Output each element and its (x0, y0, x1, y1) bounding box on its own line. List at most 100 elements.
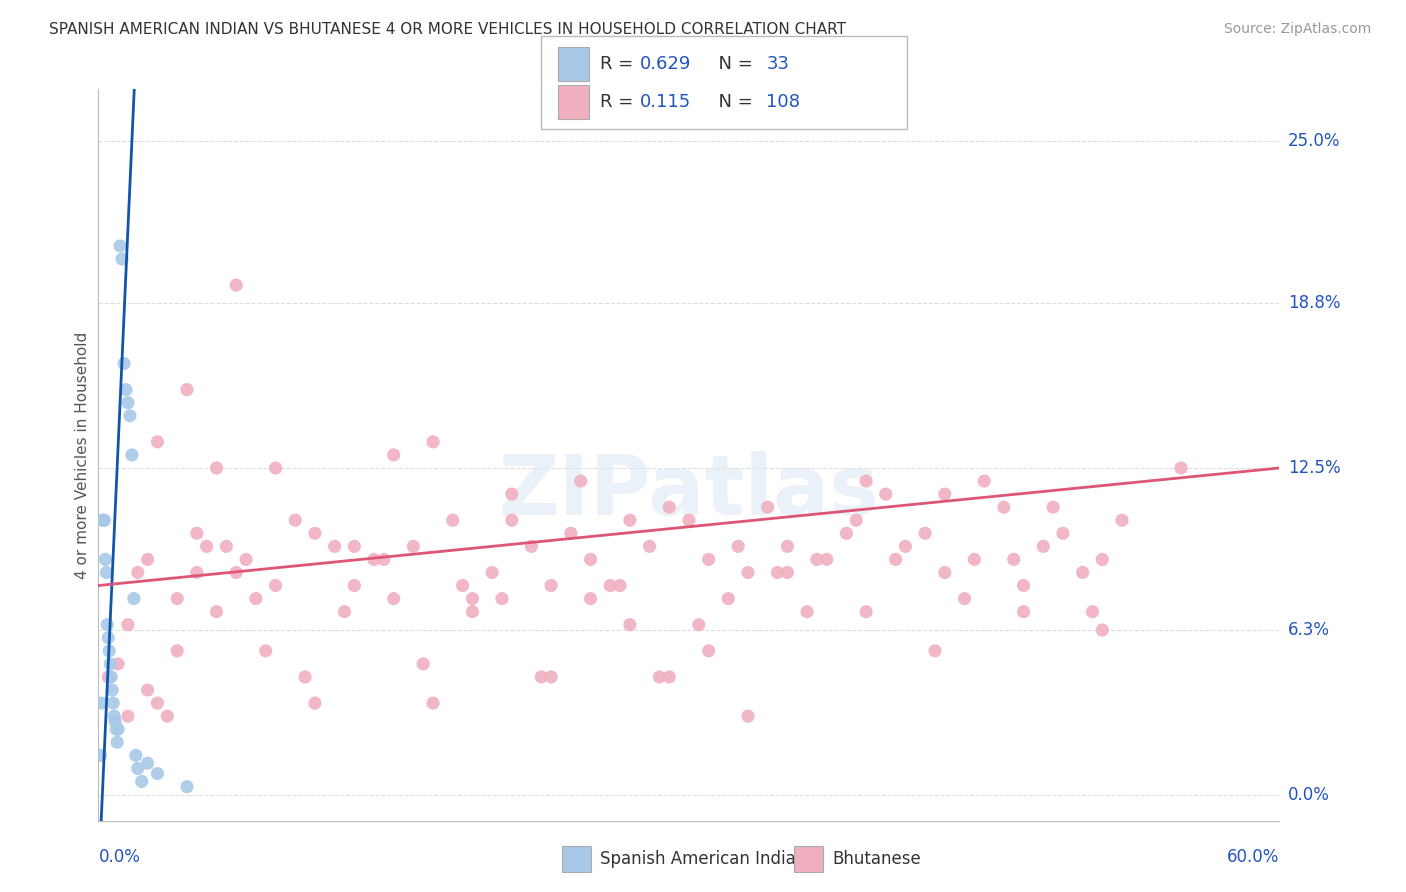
Point (1081, 605, 1104, 619)
Point (678, 513, 700, 527)
Point (98, 644, 121, 658)
Point (481, 566, 503, 580)
Point (225, 566, 247, 580)
Point (125, 748, 148, 763)
Point (205, 461, 228, 475)
Point (1002, 552, 1025, 566)
Point (1012, 605, 1035, 619)
Point (97, 631, 120, 645)
Point (127, 761, 149, 775)
Point (540, 670, 562, 684)
Point (412, 657, 434, 671)
Point (131, 774, 153, 789)
Point (766, 566, 789, 580)
Point (648, 670, 671, 684)
Point (264, 578, 287, 592)
Point (914, 526, 936, 541)
Point (402, 539, 425, 553)
Point (186, 566, 208, 580)
Point (884, 552, 907, 566)
Text: 108: 108 (766, 93, 800, 111)
Point (688, 617, 710, 632)
Point (146, 766, 169, 780)
Point (530, 670, 553, 684)
Point (136, 552, 159, 566)
Point (1032, 539, 1054, 553)
Point (776, 566, 799, 580)
Point (176, 780, 198, 794)
Point (1012, 578, 1035, 592)
Point (776, 539, 799, 553)
Point (540, 578, 562, 592)
Point (115, 383, 138, 397)
Point (934, 566, 956, 580)
Point (294, 670, 316, 684)
Point (658, 670, 681, 684)
Point (96, 617, 118, 632)
Text: 12.5%: 12.5% (1288, 459, 1340, 477)
Point (1052, 526, 1074, 541)
Text: 0.115: 0.115 (640, 93, 690, 111)
Point (117, 617, 139, 632)
Point (98, 657, 121, 671)
Point (205, 605, 228, 619)
Point (136, 683, 159, 698)
Text: ZIPatlas: ZIPatlas (499, 451, 879, 532)
Point (1071, 566, 1094, 580)
Point (104, 714, 127, 729)
Point (756, 500, 779, 515)
Point (924, 644, 946, 658)
Point (105, 735, 128, 749)
Point (382, 591, 405, 606)
Point (97, 670, 120, 684)
Point (973, 474, 995, 488)
Point (89, 748, 111, 763)
Point (136, 756, 159, 771)
Point (855, 474, 877, 488)
Point (501, 513, 523, 527)
Text: Source: ZipAtlas.com: Source: ZipAtlas.com (1223, 22, 1371, 37)
Point (105, 723, 128, 737)
Point (122, 591, 145, 606)
Point (343, 539, 366, 553)
Point (112, 356, 135, 371)
Point (727, 539, 749, 553)
Point (215, 539, 238, 553)
Point (953, 591, 976, 606)
Point (619, 513, 641, 527)
Point (91, 513, 114, 527)
Text: R =: R = (600, 55, 640, 73)
Point (108, 239, 131, 253)
Point (619, 617, 641, 632)
Point (111, 252, 134, 266)
Point (118, 409, 141, 423)
Point (195, 539, 218, 553)
Point (127, 566, 149, 580)
Point (146, 696, 169, 710)
Point (855, 605, 877, 619)
Point (101, 683, 124, 698)
Text: SPANISH AMERICAN INDIAN VS BHUTANESE 4 OR MORE VEHICLES IN HOUSEHOLD CORRELATION: SPANISH AMERICAN INDIAN VS BHUTANESE 4 O… (49, 22, 846, 37)
Point (737, 709, 759, 723)
Point (835, 526, 858, 541)
Text: 33: 33 (766, 55, 789, 73)
Point (579, 552, 602, 566)
Point (100, 670, 122, 684)
Point (323, 539, 346, 553)
Y-axis label: 4 or more Vehicles in Household: 4 or more Vehicles in Household (75, 331, 90, 579)
Point (1111, 513, 1133, 527)
Point (894, 539, 917, 553)
Point (107, 723, 129, 737)
Point (697, 644, 720, 658)
Point (717, 591, 740, 606)
Point (304, 696, 326, 710)
Point (343, 578, 366, 592)
Point (245, 591, 267, 606)
Point (90, 696, 112, 710)
Point (333, 605, 356, 619)
Point (875, 487, 897, 501)
Text: N =: N = (707, 55, 759, 73)
Point (166, 591, 188, 606)
Point (235, 552, 257, 566)
Point (560, 526, 582, 541)
